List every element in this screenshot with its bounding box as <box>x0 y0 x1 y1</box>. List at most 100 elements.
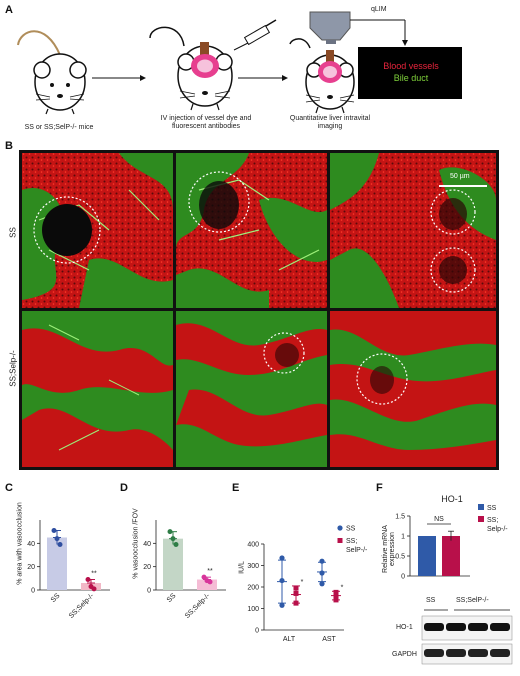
data-point <box>333 593 339 599</box>
micrograph-ss-3 <box>330 153 496 308</box>
significance-label: NS <box>434 516 444 523</box>
x-tick-label: AST <box>322 636 336 643</box>
imaging-output-box <box>358 47 462 99</box>
scale-bar-label: 50 µm <box>450 173 470 180</box>
mice-label: SS or SS;SelP-/- mice <box>24 124 94 131</box>
blot-lane-label-ss: SS <box>426 597 436 604</box>
x-tick-label: SS <box>166 592 178 604</box>
chart-f-title: HO-1 <box>441 494 463 504</box>
panel-letter-c: C <box>5 482 13 494</box>
legend-label-selp-2: Selp-/- <box>487 526 508 533</box>
panel-letter-b: B <box>5 140 13 152</box>
bar <box>442 536 460 576</box>
y-tick-label: 0 <box>401 574 405 581</box>
legend-marker-selp <box>478 516 484 522</box>
western-blot <box>421 609 513 665</box>
y-tick-label: 1.5 <box>395 514 405 521</box>
data-point <box>319 558 325 564</box>
panel-letter-a: A <box>5 4 13 16</box>
data-point <box>85 577 91 582</box>
y-tick-label: 20 <box>27 564 35 571</box>
data-point <box>279 577 285 584</box>
legend-bile-duct: Bile duct <box>393 73 429 83</box>
blot-band-label-ho1: HO-1 <box>396 624 413 631</box>
bar <box>47 537 67 590</box>
y-tick-label: 40 <box>143 541 151 548</box>
x-tick-label: SS <box>50 592 62 604</box>
significance-mark: ** <box>207 568 213 575</box>
syringe-icon <box>233 19 277 51</box>
blot-lane-label-selp: SS;SelP-/- <box>456 597 489 604</box>
significance-mark: * <box>301 579 304 586</box>
data-point <box>333 589 339 595</box>
data-point <box>57 542 63 547</box>
data-point <box>319 570 325 576</box>
panel-letter-f: F <box>376 482 383 494</box>
data-point <box>279 602 285 608</box>
y-tick-label: 0 <box>31 588 35 595</box>
legend-label-selp-1: SS; <box>346 538 357 545</box>
row-label-ss: SS <box>8 227 18 238</box>
micrograph-ss-2 <box>176 153 327 308</box>
panel-letter-e: E <box>232 482 240 494</box>
y-tick-label: 0 <box>255 628 259 635</box>
legend-blood-vessels: Blood vessels <box>383 61 439 71</box>
y-tick-label: 400 <box>247 542 259 549</box>
micrograph-ss-1 <box>22 153 173 308</box>
data-point <box>170 536 176 542</box>
data-point <box>279 555 285 561</box>
data-point <box>167 529 173 535</box>
legend-marker-ss <box>478 504 484 510</box>
data-point <box>207 579 213 585</box>
data-point <box>293 590 299 596</box>
legend-label-ss: SS <box>346 526 356 533</box>
x-tick-label: ALT <box>283 636 296 643</box>
y-tick-label: 100 <box>247 606 259 613</box>
bar <box>163 538 183 590</box>
significance-mark: * <box>341 584 344 591</box>
chart-f: 0 0.5 1 1.5 NS SS SS; Selp-/- <box>395 504 508 581</box>
data-point <box>319 581 325 587</box>
blot-band-label-gapdh: GAPDH <box>392 651 417 658</box>
legend-marker-ss <box>337 525 343 531</box>
data-point <box>51 528 57 533</box>
mouse-icon-2 <box>149 26 233 111</box>
data-point <box>293 600 299 606</box>
data-point <box>293 585 299 591</box>
significance-mark: ** <box>91 571 97 578</box>
legend-label-selp-1: SS; <box>487 517 498 524</box>
data-point <box>173 542 179 547</box>
y-tick-label: 300 <box>247 563 259 570</box>
y-tick-label: 200 <box>247 585 259 592</box>
microscopy-grid <box>19 150 499 470</box>
y-tick-label: 0.5 <box>395 554 405 561</box>
data-point <box>201 574 207 580</box>
panel-a-schematic <box>17 11 462 115</box>
y-tick-label: 1 <box>401 534 405 541</box>
x-tick-label: SS;Selp-/- <box>184 592 212 620</box>
injection-label: IV injection of vessel dye and fluoresce… <box>160 115 252 130</box>
micrograph-selp-3 <box>330 311 496 467</box>
data-point <box>91 586 97 592</box>
legend-marker-selp <box>337 538 343 543</box>
legend-label-ss: SS <box>487 505 497 512</box>
data-point <box>54 536 60 542</box>
qlim-label: qLIM <box>371 6 387 13</box>
y-tick-label: 0 <box>147 588 151 595</box>
imaging-label: Quantitative liver intravital imaging <box>289 115 371 130</box>
micrograph-selp-2 <box>176 311 327 467</box>
bar <box>197 579 217 590</box>
mouse-icon-3 <box>289 38 355 114</box>
row-label-selp: SS;Selp-/- <box>8 350 18 387</box>
micrograph-selp-1 <box>22 311 173 467</box>
panel-letter-d: D <box>120 482 128 494</box>
chart-d: 0 20 40 SS ** SS;Selp-/- <box>143 520 226 620</box>
objective-icon <box>309 11 408 46</box>
legend-label-selp-2: SelP-/- <box>346 547 368 554</box>
y-tick-label: 20 <box>143 564 151 571</box>
mouse-icon-1 <box>17 30 87 115</box>
chart-e: 0 100 200 300 400 * ALT * AST SS SS; SelP-/- <box>247 525 368 643</box>
y-tick-label: 40 <box>27 541 35 548</box>
x-tick-label: SS;Selp-/- <box>68 592 96 620</box>
chart-c: 0 20 40 SS ** SS;Selp-/- <box>27 520 110 620</box>
